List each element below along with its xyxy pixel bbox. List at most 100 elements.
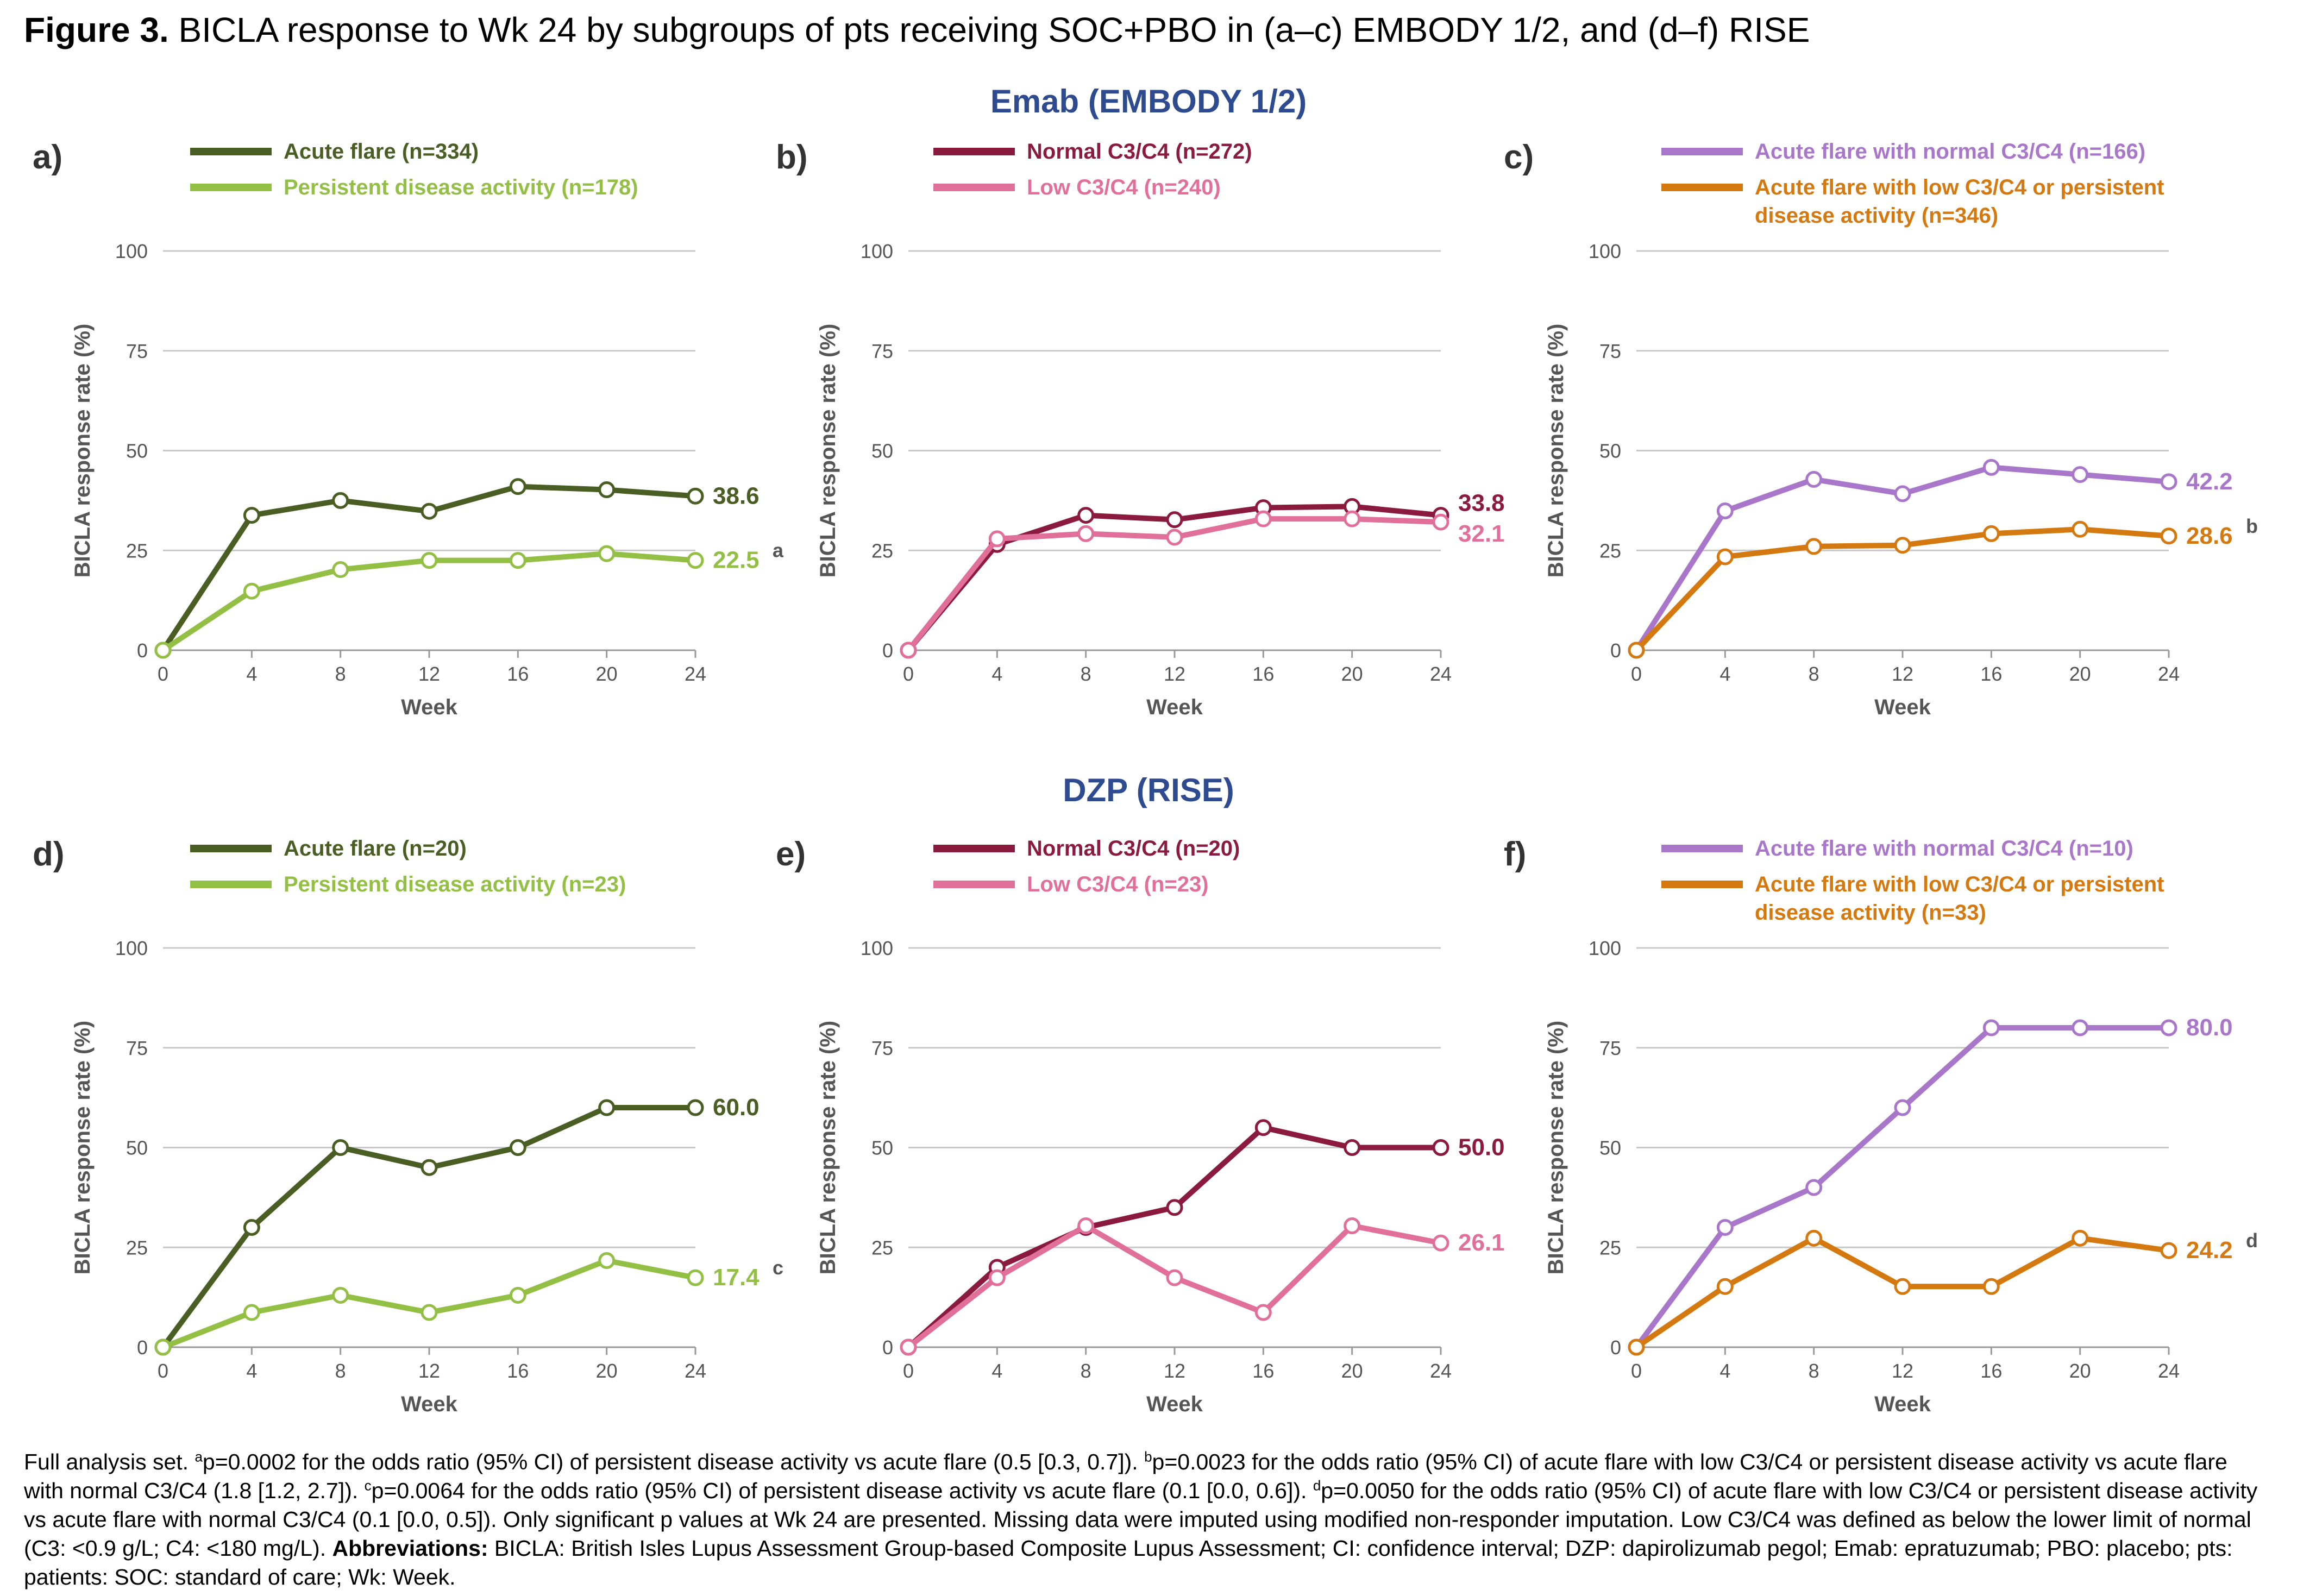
x-tick-label: 20 <box>1341 1360 1363 1382</box>
data-point <box>1805 470 1823 488</box>
data-point <box>2072 520 2089 538</box>
y-tick-label: 0 <box>882 639 893 662</box>
panel-label: d) <box>33 835 65 873</box>
x-axis-title: Week <box>1146 695 1203 719</box>
y-axis-title: BICLA response rate (%) <box>71 324 95 578</box>
y-tick-label: 50 <box>1599 1137 1621 1159</box>
x-tick-label: 4 <box>1719 1360 1730 1382</box>
series-line <box>162 1258 696 1350</box>
figure-caption: BICLA response to Wk 24 by subgroups of … <box>178 10 1810 49</box>
x-tick-label: 4 <box>991 1360 1002 1382</box>
x-tick-label: 4 <box>991 663 1002 685</box>
x-tick-label: 0 <box>903 1360 914 1382</box>
data-point <box>1894 1099 1911 1116</box>
footnote-text-d: p=0.0050 for the odds ratio (95% CI) of … <box>24 1478 2258 1561</box>
x-tick-label: 16 <box>507 1360 529 1382</box>
y-tick-label: 0 <box>1610 1336 1621 1359</box>
x-tick-label: 24 <box>2158 663 2180 685</box>
x-tick-label: 0 <box>1631 663 1642 685</box>
data-point <box>332 1286 349 1304</box>
data-point <box>332 492 349 509</box>
y-tick-label: 0 <box>137 1336 148 1359</box>
data-point <box>2072 1229 2089 1247</box>
data-point <box>1716 502 1734 519</box>
data-point <box>154 1339 172 1356</box>
end-value-label: 50.0 <box>1458 1134 1505 1161</box>
legend-label: disease activity (n=33) <box>1755 901 1986 925</box>
x-tick-label: 4 <box>246 1360 257 1382</box>
footnote-sup-a: a <box>194 1448 203 1465</box>
data-point <box>1432 513 1449 531</box>
end-value-label: 38.6 <box>713 482 760 509</box>
data-point <box>243 507 260 524</box>
panel-label: f) <box>1504 835 1526 873</box>
footnote-abbreviations-label: Abbreviations: <box>332 1536 488 1561</box>
data-point <box>1982 1278 2000 1295</box>
y-axis-title: BICLA response rate (%) <box>816 1021 840 1275</box>
y-tick-label: 100 <box>115 937 148 959</box>
charts-canvas: a) Acute flare (n=334) Persistent disease … <box>33 139 2258 1416</box>
legend-label: Normal C3/C4 (n=272) <box>1027 140 1252 164</box>
data-point <box>1166 1199 1183 1216</box>
data-point <box>243 1304 260 1321</box>
x-tick-label: 24 <box>2158 1360 2180 1382</box>
footnote-text-b: p=0.0023 for the odds ratio (95% CI) of … <box>24 1449 2227 1503</box>
footnote-abbreviations-text: BICLA: British Isles Lupus Assessment Gr… <box>24 1536 2233 1589</box>
data-point <box>1254 1304 1272 1321</box>
series-line <box>906 1124 1441 1349</box>
data-point <box>421 502 438 520</box>
x-tick-label: 16 <box>1980 663 2002 685</box>
y-tick-label: 25 <box>126 539 148 562</box>
end-value-label: 60.0 <box>713 1094 760 1121</box>
data-point <box>1894 1278 1911 1295</box>
data-point <box>243 1219 260 1236</box>
y-tick-label: 25 <box>871 539 893 562</box>
footnote-sup-c: c <box>364 1477 372 1494</box>
x-tick-label: 24 <box>685 663 706 685</box>
x-tick-label: 8 <box>335 1360 346 1382</box>
y-tick-label: 50 <box>871 1137 893 1159</box>
legend-label: Acute flare with low C3/C4 or persistent <box>1755 872 2164 896</box>
data-point <box>1894 485 1911 502</box>
x-tick-label: 8 <box>1809 1360 1819 1382</box>
y-tick-label: 75 <box>1599 1037 1621 1059</box>
data-point <box>1982 1019 2000 1036</box>
y-tick-label: 75 <box>126 340 148 362</box>
data-point <box>687 1099 704 1116</box>
x-tick-label: 20 <box>596 1360 618 1382</box>
data-point <box>1344 510 1361 527</box>
footnote-sup-d: d <box>1313 1477 1321 1494</box>
data-point <box>1077 507 1095 524</box>
data-point <box>1432 1139 1449 1156</box>
x-axis-title: Week <box>1874 1392 1931 1416</box>
end-value-label: 26.1 <box>1458 1229 1505 1256</box>
series-line <box>906 1223 1441 1349</box>
x-tick-label: 24 <box>1430 1360 1452 1382</box>
y-tick-label: 100 <box>861 240 893 262</box>
footnote: Full analysis set. ap=0.0002 for the odd… <box>24 1448 2273 1592</box>
data-point <box>1805 1179 1823 1196</box>
data-point <box>1805 1229 1823 1247</box>
data-point <box>421 1159 438 1176</box>
y-tick-label: 75 <box>871 1037 893 1059</box>
legend-label: Acute flare with low C3/C4 or persistent <box>1755 175 2164 199</box>
data-point <box>1628 1339 1645 1356</box>
legend-label: Acute flare (n=20) <box>284 837 467 860</box>
x-tick-label: 12 <box>1892 663 1913 685</box>
chart-panel-c: c) Acute flare with normal C3/C4 (n=166) A… <box>1504 139 2258 719</box>
legend-label: Persistent disease activity (n=178) <box>284 175 638 199</box>
data-point <box>598 545 616 562</box>
data-point <box>421 552 438 569</box>
footnote-text-a: p=0.0002 for the odds ratio (95% CI) of … <box>202 1449 1145 1474</box>
data-point <box>2160 473 2177 491</box>
data-point <box>421 1304 438 1321</box>
x-tick-label: 20 <box>2069 1360 2091 1382</box>
end-value-label: 24.2 <box>2186 1237 2233 1264</box>
legend-label: Acute flare (n=334) <box>284 140 479 164</box>
y-tick-label: 25 <box>126 1236 148 1259</box>
data-point <box>332 1139 349 1156</box>
y-tick-label: 75 <box>1599 340 1621 362</box>
x-tick-label: 8 <box>1809 663 1819 685</box>
x-tick-label: 0 <box>158 1360 168 1382</box>
y-tick-label: 0 <box>882 1336 893 1359</box>
